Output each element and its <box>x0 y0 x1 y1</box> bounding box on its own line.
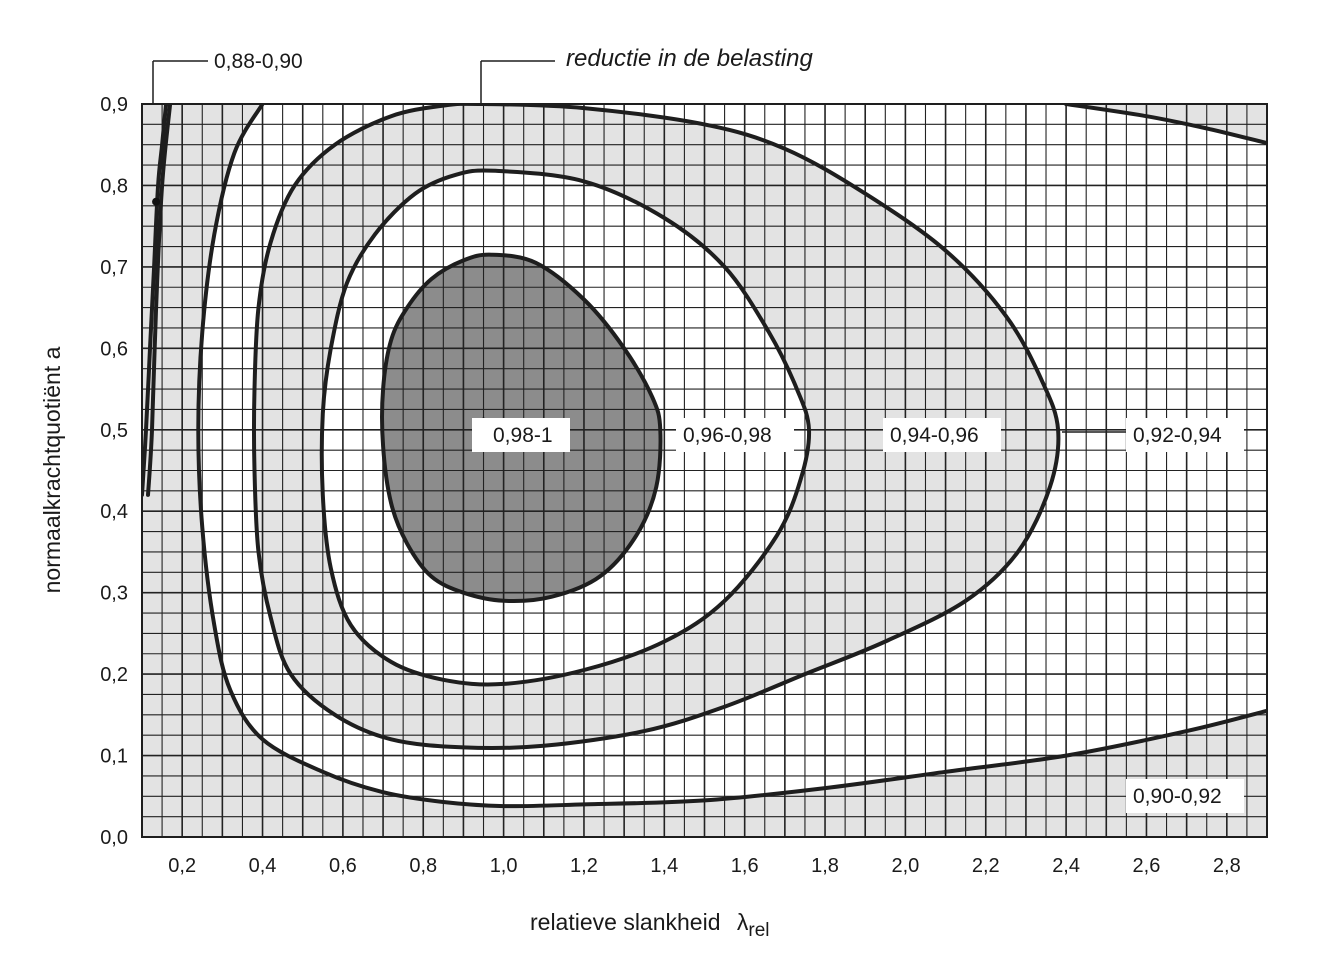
y-tick-label: 0,3 <box>100 583 128 605</box>
y-tick-label: 0,9 <box>100 94 128 116</box>
x-tick-label: 2,8 <box>1213 855 1241 877</box>
marker-dot <box>152 197 161 206</box>
y-tick-label: 0,1 <box>100 746 128 768</box>
x-tick-label: 0,6 <box>329 855 357 877</box>
y-tick-label: 0,2 <box>100 664 128 686</box>
y-tick-label: 0,5 <box>100 420 128 442</box>
contour-line-0-98 <box>380 252 663 604</box>
region-label-094-096: 0,94-0,96 <box>890 424 979 447</box>
shaded-corner-0-92 <box>1066 104 1267 144</box>
x-axis-subscript: rel <box>748 920 769 941</box>
contour-line-0-90 <box>146 104 173 497</box>
y-tick-label: 0,4 <box>100 501 128 523</box>
region-label-090-092: 0,90-0,92 <box>1133 785 1222 808</box>
x-tick-label: 1,4 <box>650 855 678 877</box>
contour-line-0-92b <box>1064 104 1267 146</box>
x-tick-label: 2,0 <box>891 855 919 877</box>
x-tick-label: 1,6 <box>731 855 759 877</box>
region-label-088-090: 0,88-0,90 <box>214 50 303 73</box>
x-tick-labels: 0,2 0,4 0,6 0,8 1,0 1,2 1,4 1,6 1,8 2,0 2,2 2,4 2,6 2… <box>168 855 1240 877</box>
contour-line-0-96 <box>319 168 812 687</box>
y-tick-label: 0,8 <box>100 175 128 197</box>
white-band-0-94 <box>198 104 1267 807</box>
y-tick-label: 0,6 <box>100 338 128 360</box>
region-label-098-1: 0,98-1 <box>493 424 553 447</box>
x-tick-label: 2,6 <box>1133 855 1161 877</box>
x-tick-label: 1,2 <box>570 855 598 877</box>
y-axis-title: normaalkrachtquotiënt a <box>39 346 65 593</box>
x-tick-label: 1,0 <box>490 855 518 877</box>
annotation-reductie: reductie in de belasting <box>566 45 813 72</box>
x-tick-label: 0,2 <box>168 855 196 877</box>
plot-area <box>141 103 1268 838</box>
x-tick-label: 2,2 <box>972 855 1000 877</box>
x-axis-symbol: λ <box>737 909 749 935</box>
y-tick-labels: 0,0 0,1 0,2 0,3 0,4 0,5 0,6 0,7 0,8 0,9 <box>100 94 128 849</box>
region-label-096-098: 0,96-0,98 <box>683 424 772 447</box>
plot-frame <box>141 103 1268 838</box>
region-label-092-094: 0,92-0,94 <box>1133 424 1222 447</box>
y-tick-label: 0,0 <box>100 827 128 849</box>
x-tick-label: 0,4 <box>249 855 277 877</box>
contour-line-0-94 <box>251 104 1061 751</box>
x-tick-label: 2,4 <box>1052 855 1080 877</box>
x-tick-label: 0,8 <box>409 855 437 877</box>
x-tick-label: 1,8 <box>811 855 839 877</box>
region-labels: 0,88-0,90 reductie in de belasting 0,98-… <box>152 45 1244 813</box>
contour-line-0-88 <box>142 104 169 497</box>
contour-lines <box>142 104 1267 809</box>
x-axis-title: relatieve slankheid λrel <box>530 909 770 941</box>
y-tick-label: 0,7 <box>100 257 128 279</box>
contour-line-0-92a <box>196 104 1267 809</box>
